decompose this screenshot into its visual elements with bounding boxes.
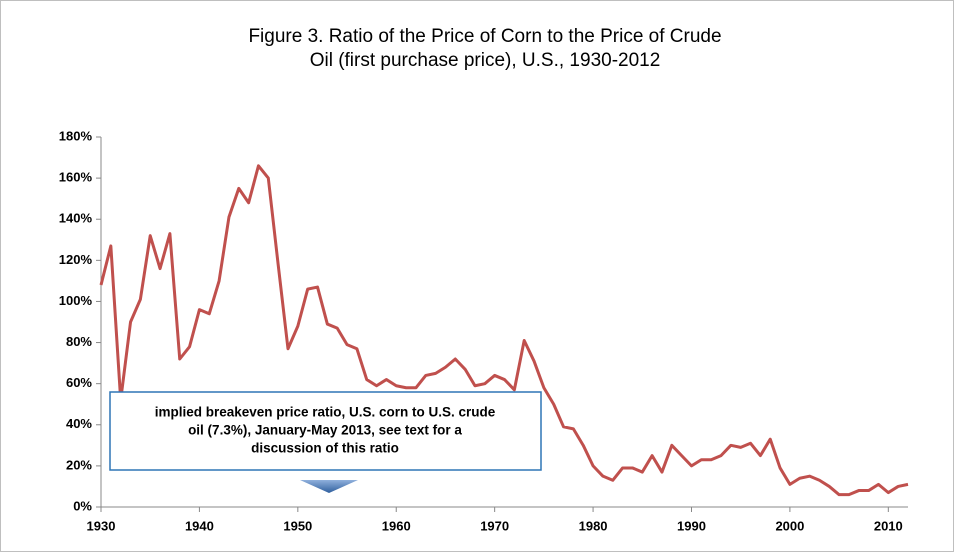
y-tick-label: 100% (59, 293, 93, 308)
annotation-text: implied breakeven price ratio, U.S. corn… (155, 405, 496, 420)
x-tick-label: 1940 (185, 518, 214, 533)
chart-title: Figure 3. Ratio of the Price of Corn to … (248, 26, 721, 47)
x-tick-label: 1980 (579, 518, 608, 533)
annotation-box (109, 391, 542, 471)
x-tick-label: 2010 (874, 518, 903, 533)
x-tick-label: 1970 (480, 518, 509, 533)
annotation-text: oil (7.3%), January-May 2013, see text f… (188, 423, 462, 438)
y-tick-label: 40% (66, 416, 92, 431)
data-line (99, 164, 909, 497)
y-tick-label: 60% (66, 375, 92, 390)
x-tick-label: 1960 (382, 518, 411, 533)
x-tick-label: 1950 (283, 518, 312, 533)
y-tick-label: 180% (59, 128, 93, 143)
x-tick-label: 1930 (87, 518, 116, 533)
chart-title: Oil (first purchase price), U.S., 1930-2… (310, 50, 661, 71)
y-tick-label: 140% (59, 211, 93, 226)
annotation: implied breakeven price ratio, U.S. corn… (109, 391, 542, 493)
y-tick-label: 120% (59, 252, 93, 267)
annotation-text: discussion of this ratio (251, 441, 399, 456)
y-tick-label: 160% (59, 170, 93, 185)
x-tick-label: 1990 (677, 518, 706, 533)
y-tick-label: 0% (73, 498, 92, 513)
y-tick-label: 80% (66, 334, 92, 349)
y-tick-label: 20% (66, 457, 92, 472)
annotation-arrow (300, 480, 358, 493)
x-tick-label: 2000 (775, 518, 804, 533)
